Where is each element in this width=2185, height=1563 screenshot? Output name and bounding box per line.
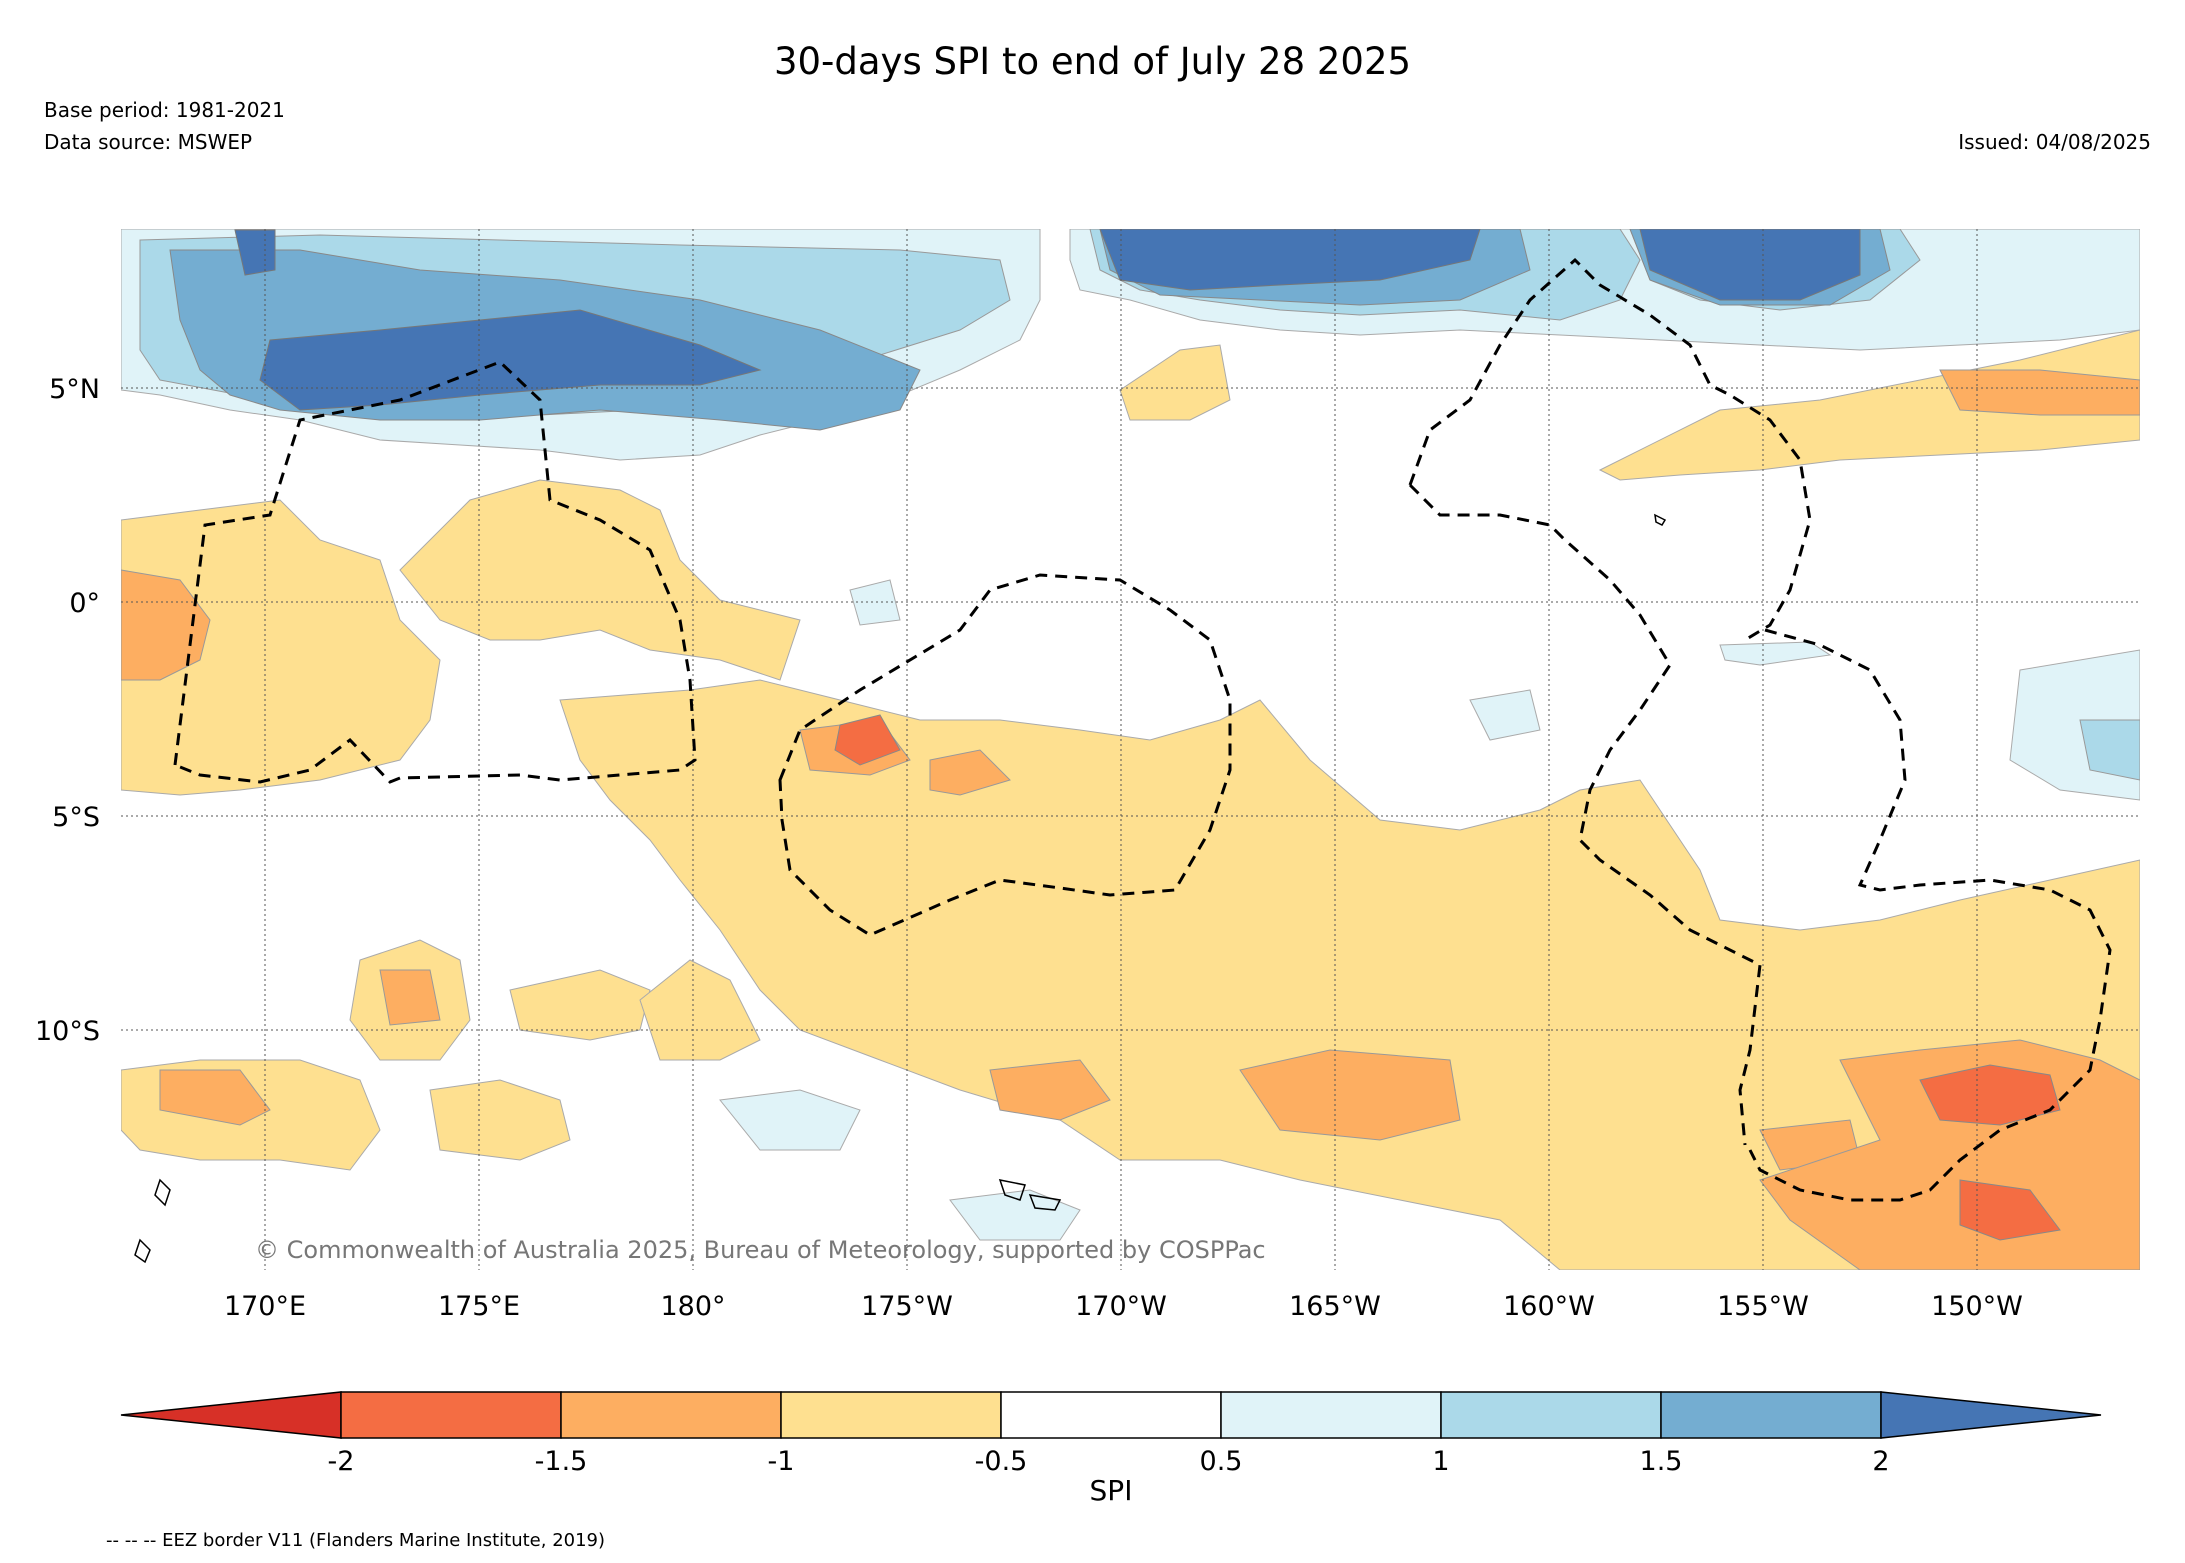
spi-shading (121, 229, 2140, 1270)
lon-label-160w: 160°W (1503, 1291, 1595, 1322)
dry-south-central-3 (429, 1079, 571, 1161)
lat-label-5s: 5°S (52, 802, 100, 833)
lon-label-180: 180° (660, 1291, 725, 1322)
lon-label-165w: 165°W (1289, 1291, 1381, 1322)
wet-patch-equator (849, 579, 901, 626)
colorbar-low-extension (120, 1391, 342, 1439)
dry-south-central-2 (639, 959, 761, 1061)
colorbar-bin-7 (1660, 1391, 1882, 1439)
lon-label-175w: 175°W (861, 1291, 953, 1322)
wet-extreme-far-east (1639, 229, 1861, 301)
colorbar-bin-6 (1440, 1391, 1662, 1439)
wet-patch-central-east (1719, 641, 1832, 666)
dry-equatorial-band (559, 679, 2140, 1270)
colorbar-title: SPI (1090, 1474, 1133, 1507)
lat-label-0: 0° (69, 588, 100, 619)
eez-line-islands-north (1408, 257, 1812, 642)
dry-northeast-band (1598, 329, 2140, 481)
dry-severe-east (1919, 1064, 2061, 1126)
colorbar-tick: -1 (768, 1446, 795, 1477)
issued-date-label: Issued: 04/08/2025 (1958, 130, 2151, 154)
wet-extreme-nw (234, 229, 276, 276)
dry-severe-central (834, 714, 901, 766)
wet-patch-central (1469, 689, 1541, 741)
eez-line-islands-link (1408, 483, 1762, 1146)
dry-severe-southeast (1959, 1179, 2061, 1241)
dry-south-central-1 (509, 969, 651, 1041)
colorbar-tick: 1 (1432, 1446, 1449, 1477)
wet-patch-east-medium (2079, 719, 2140, 781)
lon-label-170w: 170°W (1075, 1291, 1167, 1322)
lat-label-5n: 5°N (49, 374, 100, 405)
wet-patch-south-2 (719, 1089, 861, 1151)
colorbar-bin-3 (780, 1391, 1002, 1439)
colorbar-bin-1 (340, 1391, 562, 1439)
wet-extreme-north (1099, 229, 1481, 291)
dry-moderate-south-4 (1239, 1049, 1461, 1141)
colorbar-bin-2 (560, 1391, 782, 1439)
dry-small-north (1119, 344, 1231, 421)
lon-label-170e: 170°E (224, 1291, 306, 1322)
page-title: 30-days SPI to end of July 28 2025 (773, 40, 1412, 83)
eez-kiribati-gilberts (173, 360, 697, 784)
colorbar-tick: 0.5 (1200, 1446, 1243, 1477)
lon-label-155w: 155°W (1717, 1291, 1809, 1322)
colorbar-high-extension (1880, 1391, 2102, 1439)
islands (134, 513, 1667, 1264)
dry-moderate-central-2 (929, 749, 1011, 796)
wet-patch-south-1 (949, 1189, 1081, 1241)
lon-label-150w: 150°W (1931, 1291, 2023, 1322)
data-source-label: Data source: MSWEP (44, 130, 253, 154)
colorbar-tick: -2 (328, 1446, 355, 1477)
wet-extreme-west (259, 309, 762, 411)
lon-label-175e: 175°E (438, 1291, 520, 1322)
copyright-text: © Commonwealth of Australia 2025, Bureau… (255, 1236, 1266, 1264)
colorbar-tick: 2 (1872, 1446, 1889, 1477)
eez-phoenix (778, 573, 1232, 937)
dry-central-north (399, 479, 801, 681)
eez-borders (173, 257, 2112, 1202)
colorbar-tick: -0.5 (975, 1446, 1028, 1477)
colorbar-bin-4 (1000, 1391, 1222, 1439)
eez-legend-note: -- -- -- EEZ border V11 (Flanders Marine… (106, 1530, 606, 1551)
colorbar: -2 -1.5 -1 -0.5 0.5 1 1.5 2 SPI (120, 1391, 2102, 1507)
base-period-label: Base period: 1981-2021 (44, 98, 285, 122)
colorbar-bin-5 (1220, 1391, 1442, 1439)
dry-west-equator (121, 499, 441, 796)
dry-moderate-south-1 (379, 969, 441, 1026)
eez-line-islands-south (1748, 628, 2112, 1202)
dry-moderate-northeast (1939, 369, 2140, 416)
colorbar-tick: 1.5 (1640, 1446, 1683, 1477)
lat-label-10s: 10°S (35, 1016, 100, 1047)
colorbar-tick: -1.5 (535, 1446, 588, 1477)
dry-moderate-west (121, 569, 211, 681)
dry-moderate-south-2 (159, 1069, 271, 1126)
dry-moderate-south-3 (989, 1059, 1111, 1121)
